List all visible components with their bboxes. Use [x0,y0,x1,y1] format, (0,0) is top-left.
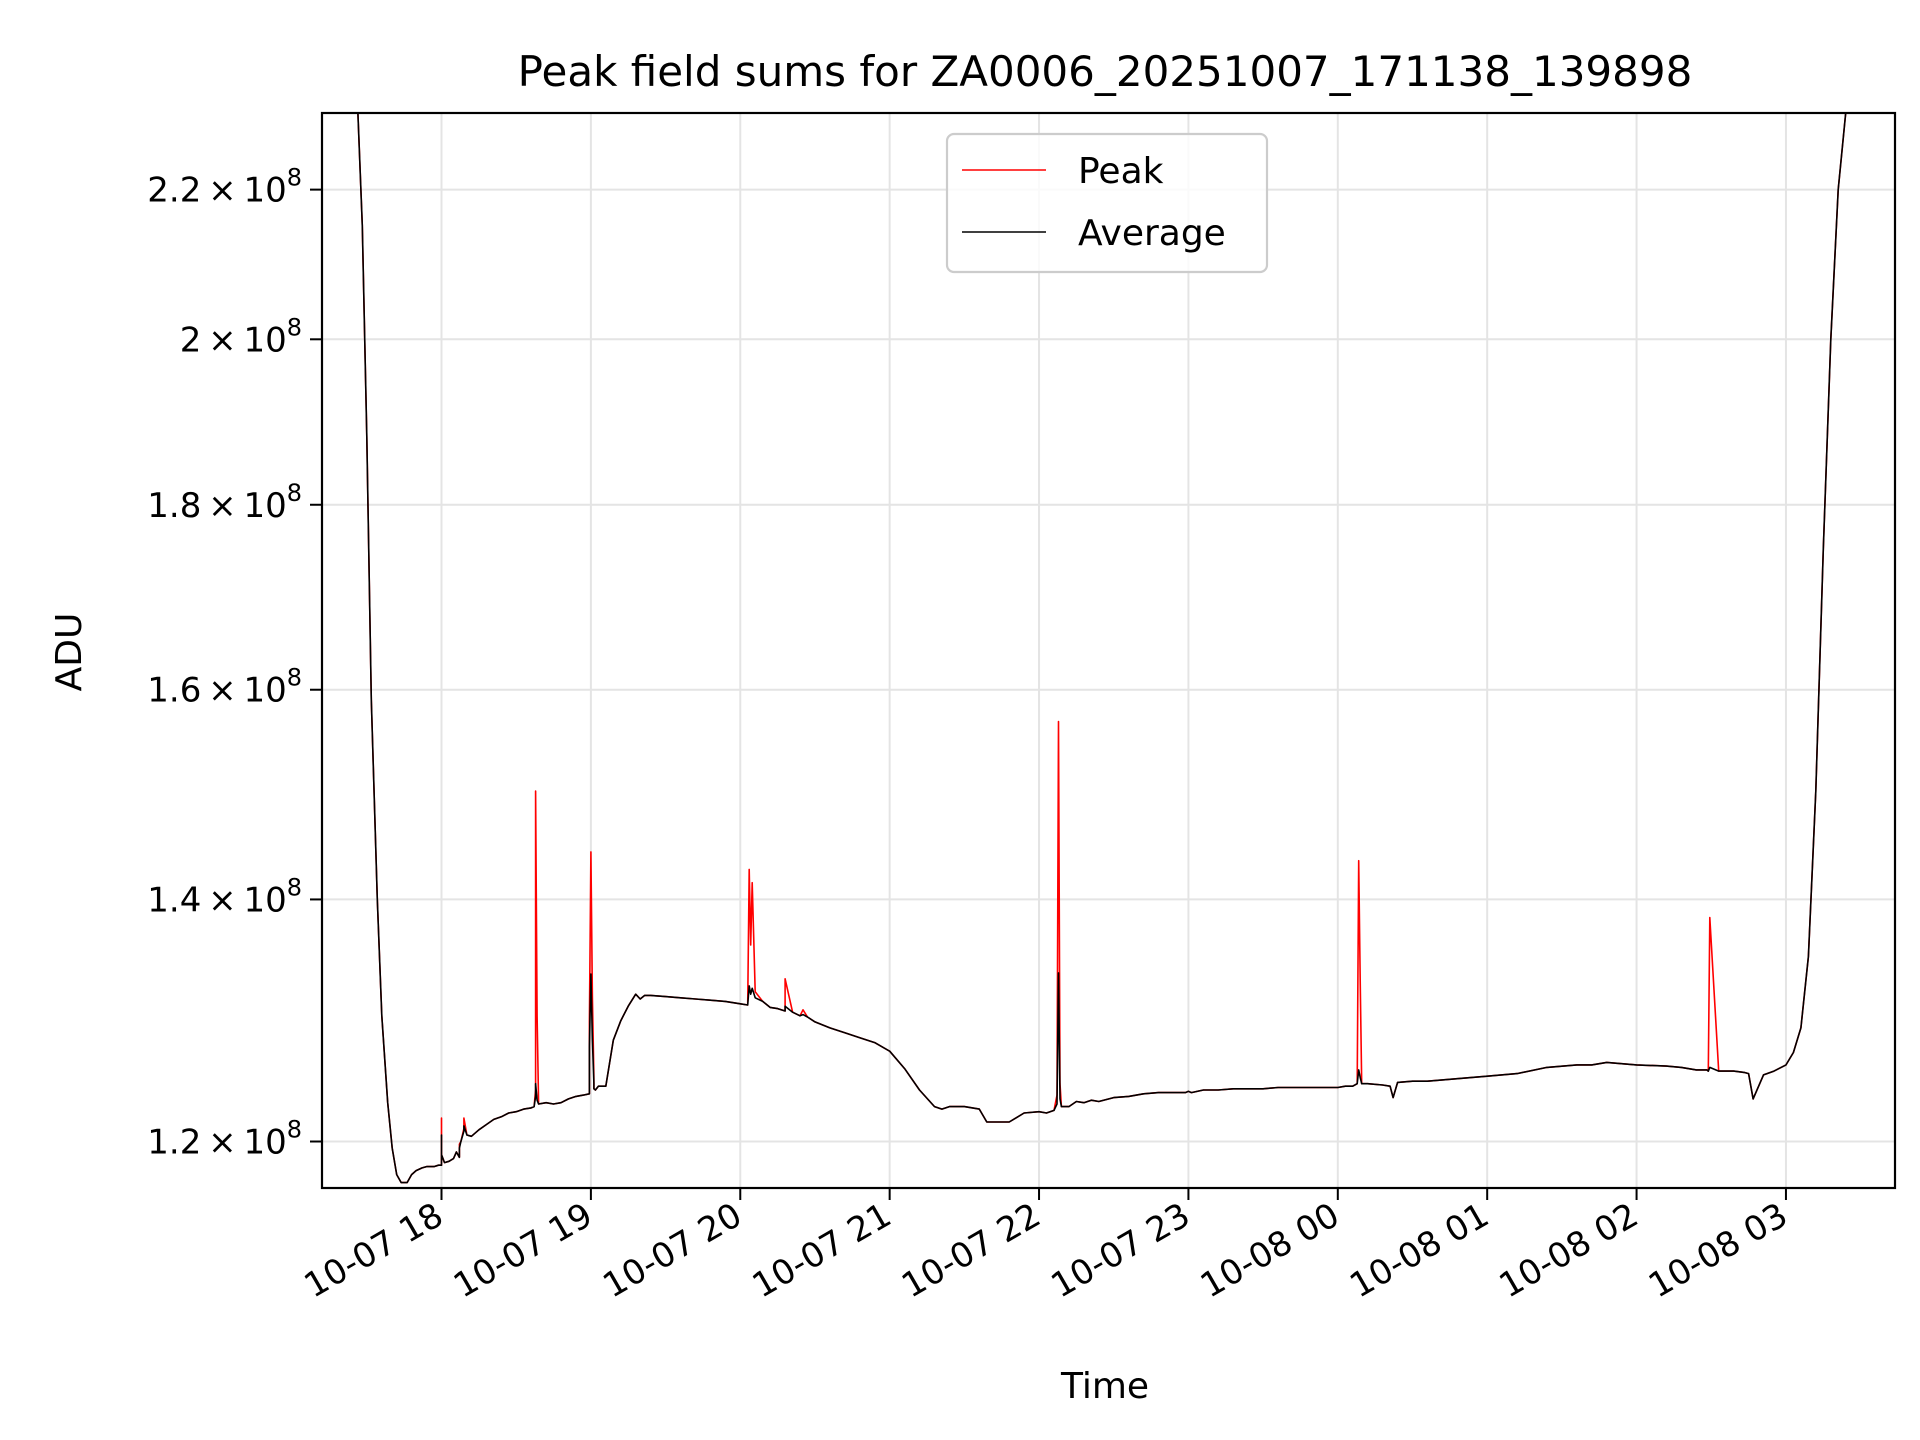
y-tick-times: × 10 [201,171,286,211]
plot-frame [320,111,1897,1190]
grid [322,113,1895,1188]
series-line-average [357,113,1847,1184]
x-tick-label: 10-07 20 [596,1195,748,1306]
x-tick-label: 10-08 01 [1343,1195,1495,1306]
y-tick-exponent: 8 [287,873,302,901]
legend-frame [945,132,1269,274]
y-axis-label: ADU [49,613,90,692]
series-line-peak [357,113,1847,1184]
y-tick-exponent: 8 [287,1116,302,1144]
x-tick-label: 10-07 21 [746,1195,898,1306]
legend-average-label: Average [1078,213,1226,254]
y-tick-exponent: 8 [287,313,302,341]
y-tick-mantissa: 1.8 [147,486,201,526]
y-tick-times: × 10 [201,486,286,526]
legend-peak-label: Peak [1078,151,1164,192]
y-tick-mantissa: 1.6 [147,671,201,711]
y-tick-label: 1.4 × 108 [147,873,302,920]
y-tick-exponent: 8 [287,479,302,507]
y-tick-times: × 10 [201,320,286,360]
y-tick-mantissa: 2.2 [147,171,201,211]
x-axis-label: Time [1060,1366,1149,1407]
y-tick-mantissa: 1.2 [147,1123,201,1163]
y-tick-mantissa: 2 [180,320,202,360]
y-tick-times: × 10 [201,1123,286,1163]
x-tick-label: 10-07 18 [298,1195,450,1306]
x-tick-label: 10-07 23 [1045,1195,1197,1306]
y-tick-label: 1.8 × 108 [147,479,302,526]
y-tick-times: × 10 [201,671,286,711]
y-tick-exponent: 8 [287,664,302,692]
x-tick-label: 10-08 03 [1642,1195,1794,1306]
y-tick-exponent: 8 [287,164,302,192]
x-tick-label: 10-08 02 [1493,1195,1645,1306]
y-tick-times: × 10 [201,880,286,920]
chart-title: Peak field sums for ZA0006_20251007_1711… [518,47,1693,96]
y-tick-mantissa: 1.4 [147,880,201,920]
y-tick-label: 2.2 × 108 [147,164,302,211]
y-tick-label: 1.6 × 108 [147,664,302,711]
x-tick-label: 10-07 19 [447,1195,599,1306]
legend: Peak Average [945,132,1269,274]
series-group [357,113,1847,1184]
plot-area [357,113,1847,1184]
y-tick-label: 2 × 108 [180,313,302,360]
y-tick-label: 1.2 × 108 [147,1116,302,1163]
x-tick-label: 10-08 00 [1194,1195,1346,1306]
x-tick-label: 10-07 22 [895,1195,1047,1306]
